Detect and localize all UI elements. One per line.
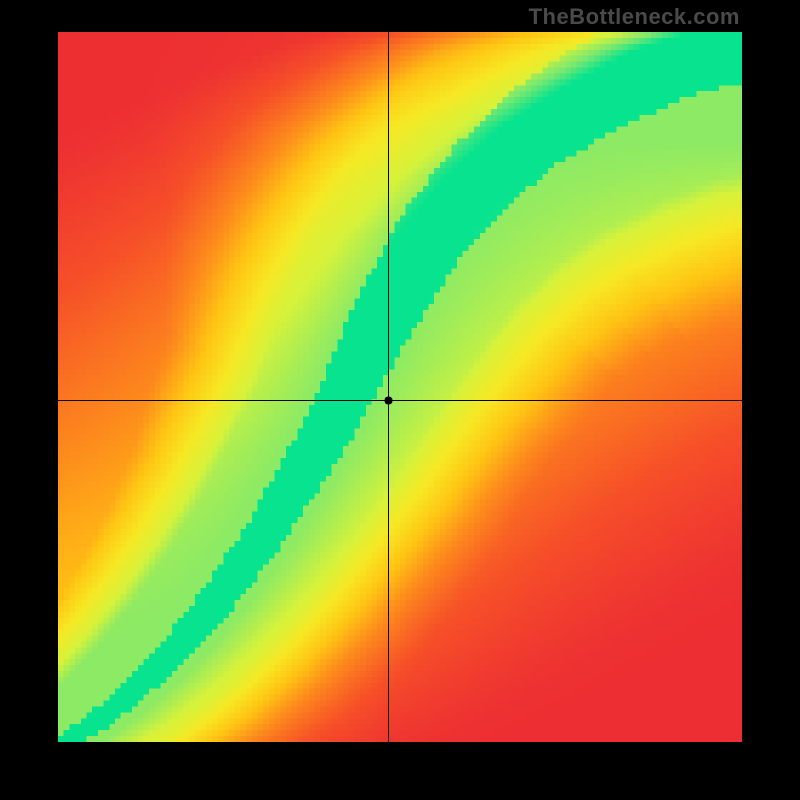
chart-frame: { "watermark": { "text": "TheBottleneck.… — [0, 0, 800, 800]
watermark-text: TheBottleneck.com — [529, 4, 740, 30]
crosshair-overlay — [58, 32, 742, 742]
